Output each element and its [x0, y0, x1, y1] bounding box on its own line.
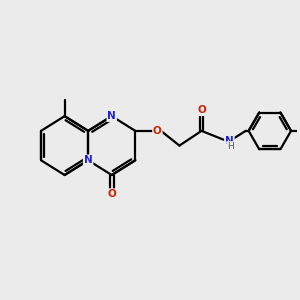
Text: O: O [197, 105, 206, 115]
Text: O: O [153, 126, 162, 136]
Text: N: N [84, 155, 92, 165]
Text: H: H [227, 142, 233, 151]
Text: N: N [225, 136, 234, 146]
Text: O: O [107, 189, 116, 199]
Text: N: N [107, 111, 116, 121]
